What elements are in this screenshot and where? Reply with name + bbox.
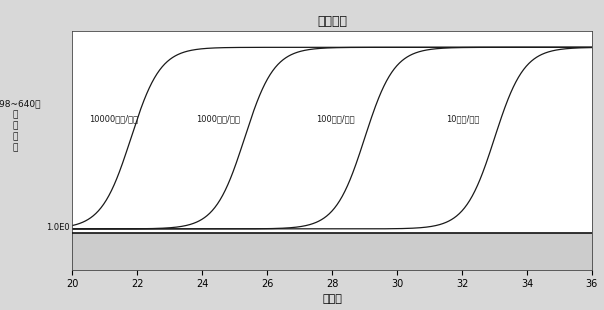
Text: 1000拷贝/反应: 1000拷贝/反应 [196,114,240,123]
Title: 扩增曲线: 扩增曲线 [317,16,347,29]
Text: 10000拷贝/反应: 10000拷贝/反应 [89,114,138,123]
Text: 1.0E0: 1.0E0 [47,223,70,232]
X-axis label: 循环数: 循环数 [323,294,342,303]
Text: 10拷贝/反应: 10拷贝/反应 [446,114,479,123]
Text: 100拷贝/反应: 100拷贝/反应 [316,114,355,123]
Text: （498~640）
荧
光
强
度: （498~640） 荧 光 强 度 [0,99,41,153]
Bar [72,233,592,270]
